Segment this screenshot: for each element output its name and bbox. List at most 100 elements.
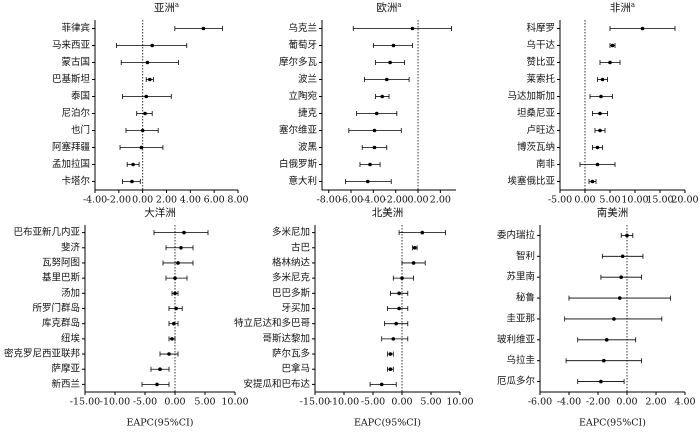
point-estimate <box>379 382 384 387</box>
point-estimate <box>619 275 623 279</box>
category-label: 汤加 <box>61 288 80 299</box>
point-estimate <box>158 367 162 372</box>
point-estimate <box>173 276 177 280</box>
x-tick-label: 20.00 <box>671 195 698 206</box>
point-estimate <box>608 60 612 65</box>
category-label: 委内瑞拉 <box>497 229 536 241</box>
category-label: 马达加斯加 <box>507 90 555 102</box>
category-label: 厄瓜多尔 <box>497 375 536 387</box>
x-tick-label: 4.00 <box>180 195 201 206</box>
category-label: 萨尔瓦多 <box>272 348 310 360</box>
title-text: 欧洲 <box>376 2 397 14</box>
point-estimate <box>131 162 135 167</box>
point-estimate <box>420 230 425 235</box>
point-estimate <box>172 321 176 326</box>
category-label: 巴拿马 <box>281 363 310 375</box>
category-label: 莱索托 <box>526 73 555 85</box>
category-label: 意大利 <box>288 175 317 187</box>
category-label: 古巴 <box>291 241 310 253</box>
point-estimate <box>595 145 600 150</box>
category-label: 瓦努阿图 <box>42 256 80 268</box>
point-estimate <box>604 338 609 342</box>
point-estimate <box>600 77 605 82</box>
point-estimate <box>620 254 625 259</box>
category-label: 多米尼加 <box>272 226 310 238</box>
x-tick-label: 2.00 <box>645 397 666 408</box>
point-estimate <box>599 94 603 99</box>
category-label: 泰国 <box>71 90 90 102</box>
title-text: 非洲 <box>610 2 631 14</box>
category-label: 巴布亚新几内亚 <box>13 226 80 238</box>
category-label: 尼泊尔 <box>61 107 90 119</box>
point-estimate <box>397 306 401 311</box>
point-estimate <box>173 291 177 296</box>
x-tick-label: -10.00 <box>329 397 359 408</box>
title-text: 北美洲 <box>372 206 404 219</box>
x-tick-label: -15.00 <box>300 397 330 408</box>
point-estimate <box>598 111 602 116</box>
category-label: 博茨瓦纳 <box>517 141 555 153</box>
point-estimate <box>391 337 396 341</box>
point-estimate <box>174 306 178 311</box>
category-label: 安提瓜和巴布达 <box>243 378 310 390</box>
point-estimate <box>610 43 615 48</box>
point-estimate <box>595 162 600 167</box>
category-label: 南非 <box>536 158 556 170</box>
category-label: 库克群岛 <box>42 317 80 329</box>
point-estimate <box>155 382 159 387</box>
category-label: 也门 <box>71 124 90 136</box>
panel-title: 大洋洲 <box>144 206 176 219</box>
point-estimate <box>140 128 145 133</box>
title-text: 亚洲 <box>154 2 175 14</box>
point-estimate <box>145 60 150 65</box>
category-label: 乌拉圭 <box>506 354 535 366</box>
point-estimate <box>388 367 393 372</box>
point-estimate <box>380 94 385 99</box>
category-label: 多米尼克 <box>272 272 311 284</box>
point-estimate <box>388 60 392 65</box>
x-tick-label: 6.00 <box>204 195 225 206</box>
category-label: 所罗门群岛 <box>32 302 80 314</box>
title-text: 大洋洲 <box>144 206 176 219</box>
point-estimate <box>599 379 603 384</box>
point-estimate <box>590 179 595 184</box>
category-label: 特立尼达和多巴哥 <box>234 317 310 329</box>
point-estimate <box>640 26 645 31</box>
x-tick-label: 2.00 <box>156 195 177 206</box>
point-estimate <box>391 43 396 48</box>
point-estimate <box>139 145 144 150</box>
panel-title: 非洲a <box>610 1 635 14</box>
title-note: a <box>397 1 401 9</box>
category-label: 坦桑尼亚 <box>517 108 556 119</box>
point-estimate <box>179 245 183 250</box>
x-tick-label: 0.00 <box>132 195 153 206</box>
point-estimate <box>394 321 399 326</box>
x-tick-label: 10.00 <box>446 397 473 408</box>
point-estimate <box>182 230 186 235</box>
point-estimate <box>167 352 171 356</box>
x-tick-label: -6.00 <box>339 195 363 206</box>
point-estimate <box>388 352 393 356</box>
category-label: 科摩罗 <box>526 22 555 34</box>
title-note: a <box>175 1 179 9</box>
x-axis-label: EAPC(95%CI) <box>126 418 193 429</box>
point-estimate <box>201 26 206 31</box>
x-tick-label: -2.00 <box>586 397 610 408</box>
category-label: 智利 <box>516 250 535 262</box>
x-tick-label: -2.00 <box>384 195 408 206</box>
category-label: 捷克 <box>298 107 318 119</box>
point-estimate <box>384 77 389 82</box>
category-label: 赞比亚 <box>526 56 555 68</box>
x-tick-label: -5.00 <box>133 397 157 408</box>
category-label: 乌干达 <box>526 39 555 51</box>
point-estimate <box>410 26 415 31</box>
point-estimate <box>400 276 404 280</box>
point-estimate <box>150 43 154 48</box>
category-label: 卡塔尔 <box>61 175 90 187</box>
x-tick-label: 5.00 <box>599 195 620 206</box>
x-tick-label: -8.00 <box>317 195 341 206</box>
category-label: 基里巴斯 <box>42 272 81 284</box>
point-estimate <box>176 261 180 265</box>
point-estimate <box>374 111 379 116</box>
